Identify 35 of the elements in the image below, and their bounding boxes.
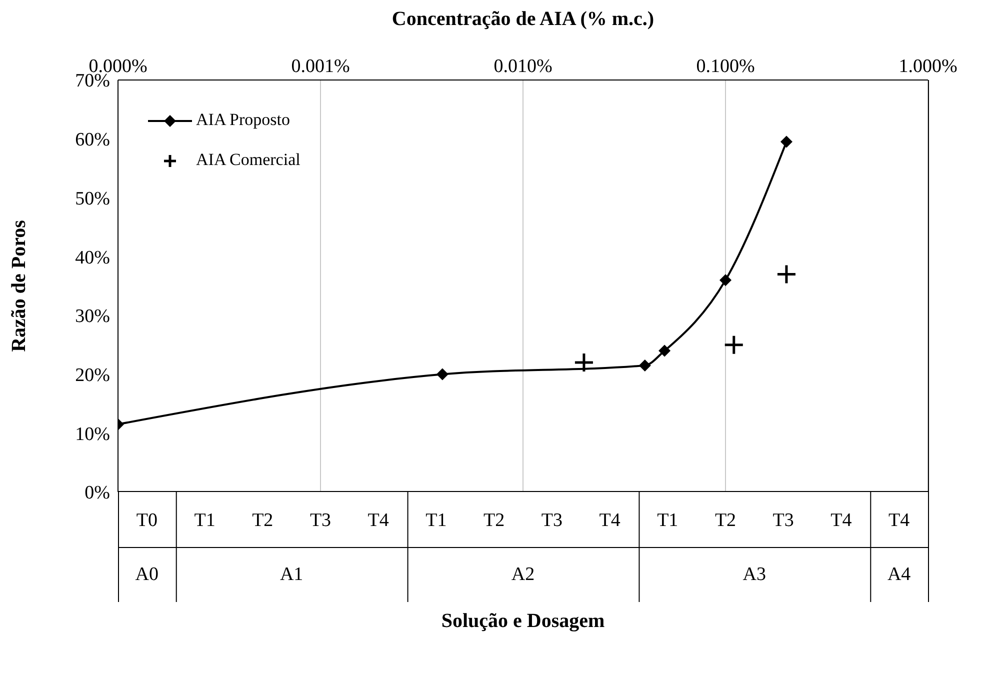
text: A3 — [742, 564, 766, 585]
text: T3 — [772, 510, 794, 531]
text: T2 — [714, 510, 736, 531]
text: T2 — [484, 510, 505, 531]
text: A0 — [135, 564, 159, 585]
text: T2 — [252, 510, 274, 531]
y-tick-label: 0% — [84, 482, 110, 504]
x-tick-label: 0.100% — [696, 56, 755, 77]
text: T4 — [599, 510, 621, 531]
legend-label: AIA Comercial — [196, 150, 300, 169]
legend-label: AIA Proposto — [196, 110, 290, 129]
text: A1 — [280, 564, 304, 585]
text: T1 — [194, 510, 216, 531]
text: T3 — [541, 510, 562, 531]
text: A2 — [511, 564, 535, 585]
x-tick-label: 0.010% — [494, 56, 552, 77]
y-axis-title: Razão de Poros — [8, 220, 30, 352]
text: T3 — [310, 510, 332, 531]
text: T1 — [426, 510, 447, 531]
text: Solução e Dosagem — [440, 610, 606, 633]
text: T4 — [830, 510, 852, 531]
text: A4 — [887, 564, 912, 585]
x-axis-title: Concentração de AIA (% m.c.) — [390, 8, 656, 32]
x-tick-label: 0.001% — [291, 56, 350, 77]
text: T0 — [136, 510, 158, 531]
y-tick-label: 30% — [75, 306, 110, 328]
y-tick-label: 20% — [75, 365, 110, 386]
y-tick-label: 60% — [75, 130, 110, 151]
text: T4 — [368, 510, 390, 531]
x-tick-label: 1.000% — [898, 56, 958, 77]
y-tick-label: 10% — [75, 424, 110, 445]
y-tick-label: 40% — [75, 247, 110, 268]
y-tick-label: 50% — [75, 188, 110, 210]
text: T1 — [657, 510, 678, 531]
text: T4 — [888, 510, 910, 531]
